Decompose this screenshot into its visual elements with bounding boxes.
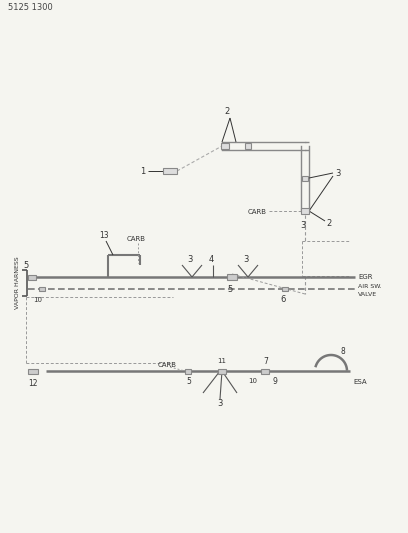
Text: 5: 5 [23,261,29,270]
Text: 9: 9 [273,376,277,385]
Text: 8: 8 [341,346,346,356]
Bar [28,368,38,374]
Text: 3: 3 [335,169,340,179]
Text: AIR SW.: AIR SW. [358,285,381,289]
Text: 11: 11 [217,358,226,364]
Text: 10: 10 [33,297,42,303]
Text: 10: 10 [248,378,257,384]
Text: CARB: CARB [158,362,177,368]
Text: 13: 13 [99,231,109,240]
Bar [245,143,251,149]
Bar [221,143,229,149]
Bar [301,208,309,214]
Text: 3: 3 [300,221,306,230]
Bar [185,368,191,374]
Text: 5125 1300: 5125 1300 [8,4,53,12]
Text: 3: 3 [187,255,193,264]
Text: 2: 2 [326,219,331,228]
Text: 7: 7 [264,357,268,366]
Bar [163,168,177,174]
Bar [227,274,237,280]
Text: CARB: CARB [248,209,267,215]
Text: VALVE: VALVE [358,292,377,296]
Text: EGR: EGR [358,274,373,280]
Bar [261,368,269,374]
Text: 6: 6 [280,295,286,303]
Bar [218,368,226,374]
Text: 5: 5 [227,286,233,295]
Text: CARB: CARB [126,236,146,242]
Text: 3: 3 [243,255,249,264]
Text: 12: 12 [28,379,38,389]
Bar [39,287,45,291]
Text: 5: 5 [186,377,191,386]
Bar [28,274,36,279]
Bar [282,287,288,291]
Text: 3: 3 [217,399,223,408]
Text: 2: 2 [224,108,230,117]
Text: ESA: ESA [353,379,367,385]
Text: 1: 1 [140,166,145,175]
Text: 4: 4 [208,255,214,264]
Text: VAPOR HARNESS: VAPOR HARNESS [15,257,20,309]
Bar [302,175,308,181]
